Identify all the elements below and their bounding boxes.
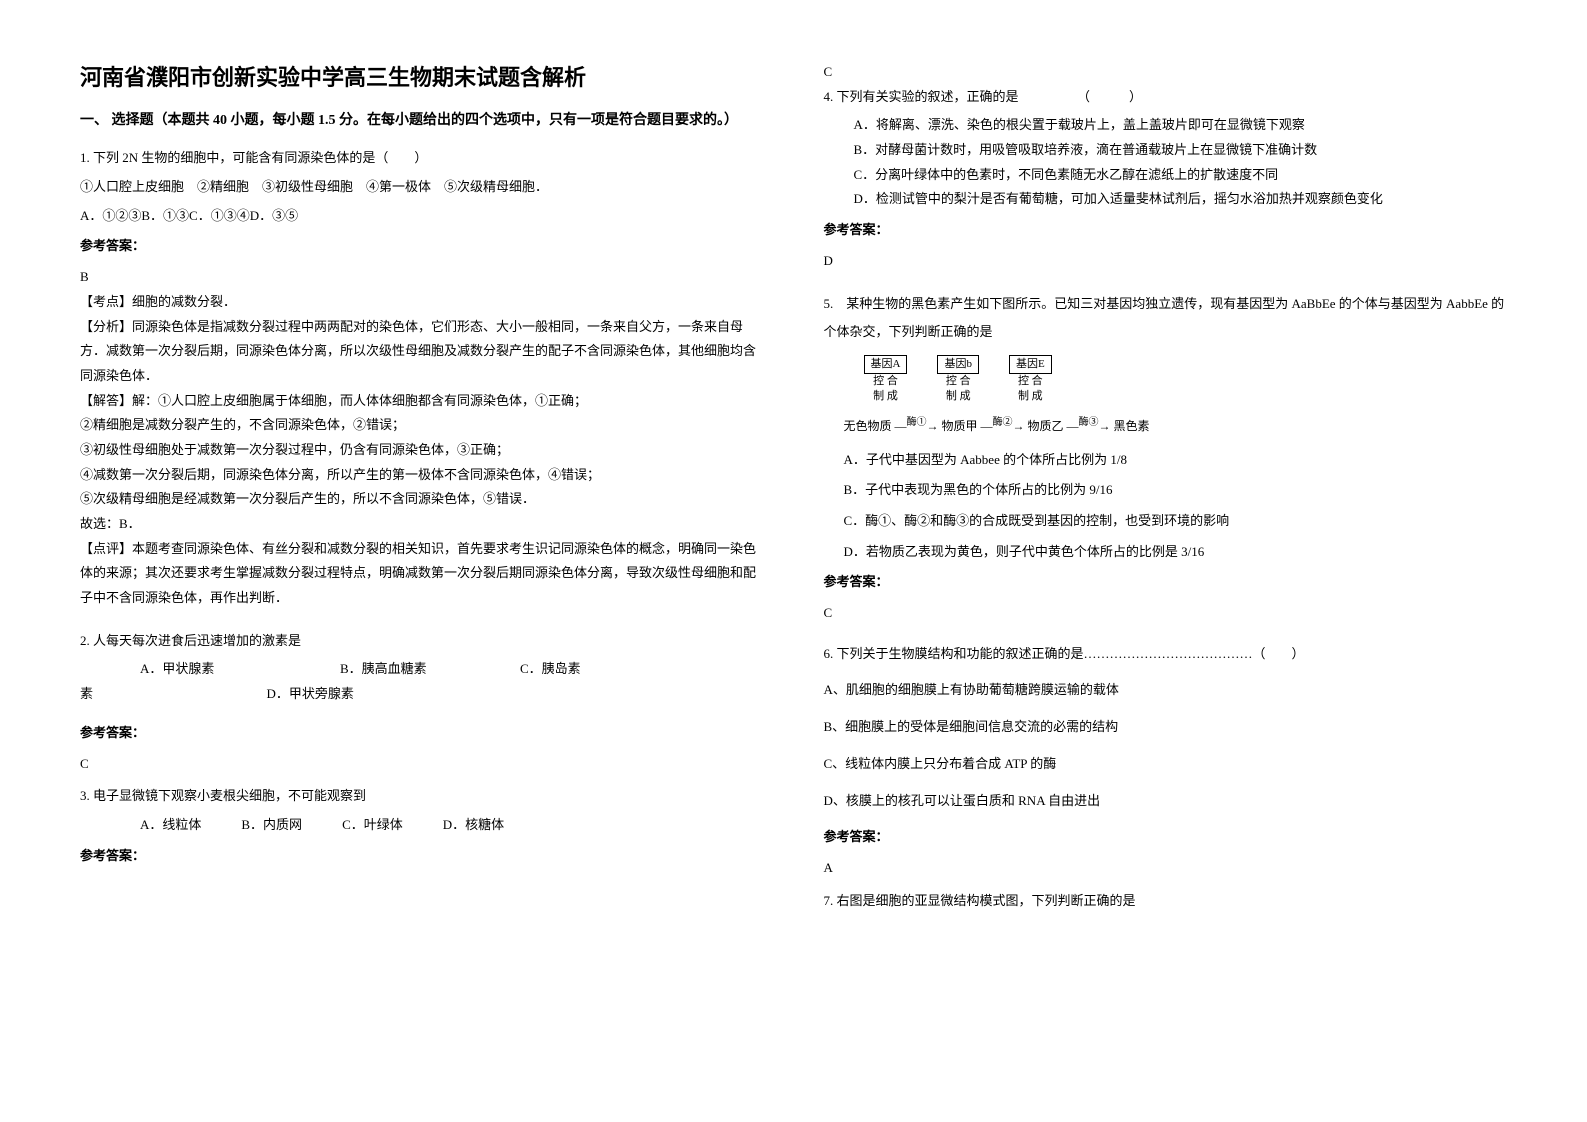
q1-answer: B bbox=[80, 265, 764, 290]
q6-stem: 6. 下列关于生物膜结构和功能的叙述正确的是…………………………………（ ） bbox=[824, 642, 1508, 667]
question-7: 7. 右图是细胞的亚显微结构模式图，下列判断正确的是 bbox=[824, 889, 1508, 918]
gene-E-ctrl1: 控 合 bbox=[1009, 374, 1052, 389]
q3-optA: A．线粒体 bbox=[140, 813, 201, 838]
q1-sol1: 【解答】解：①人口腔上皮细胞属于体细胞，而人体体细胞都含有同源染色体，①正确； bbox=[80, 389, 764, 414]
question-5: 5. 某种生物的黑色素产生如下图所示。已知三对基因均独立遗传，现有基因型为 Aa… bbox=[824, 290, 1508, 634]
page-title: 河南省濮阳市创新实验中学高三生物期末试题含解析 bbox=[80, 60, 764, 92]
q3-answer: C bbox=[824, 60, 1508, 85]
q1-exam: 【考点】细胞的减数分裂． bbox=[80, 290, 764, 315]
q2-optA: A．甲状腺素 bbox=[140, 657, 340, 682]
question-4: 4. 下列有关实验的叙述，正确的是 （ ） A．将解离、漂洗、染色的根尖置于载玻… bbox=[824, 85, 1508, 282]
right-column: C 4. 下列有关实验的叙述，正确的是 （ ） A．将解离、漂洗、染色的根尖置于… bbox=[824, 60, 1508, 1062]
q1-sol3: ③初级性母细胞处于减数第一次分裂过程中，仍含有同源染色体，③正确； bbox=[80, 438, 764, 463]
q6-optC: C、线粒体内膜上只分布着合成 ATP 的酶 bbox=[824, 752, 1508, 777]
q1-sol6: 故选：B． bbox=[80, 512, 764, 537]
enz2-label: 酶② bbox=[993, 417, 1013, 428]
q3-optB: B．内质网 bbox=[241, 813, 302, 838]
answer-label: 参考答案： bbox=[824, 218, 1508, 243]
q1-analysis: 【分析】同源染色体是指减数分裂过程中两两配对的染色体，它们形态、大小一般相同，一… bbox=[80, 315, 764, 389]
gene-E-ctrl2: 制 成 bbox=[1009, 389, 1052, 404]
q3-stem: 3. 电子显微镜下观察小麦根尖细胞，不可能观察到 bbox=[80, 784, 764, 809]
gene-A-ctrl1: 控 合 bbox=[864, 374, 908, 389]
gene-A-box: 基因A 控 合 制 成 bbox=[864, 355, 908, 405]
q6-optD: D、核膜上的核孔可以让蛋白质和 RNA 自由进出 bbox=[824, 789, 1508, 814]
answer-label: 参考答案： bbox=[80, 844, 764, 869]
q4-stem: 4. 下列有关实验的叙述，正确的是 （ ） bbox=[824, 85, 1508, 110]
question-6: 6. 下列关于生物膜结构和功能的叙述正确的是…………………………………（ ） A… bbox=[824, 642, 1508, 881]
chain-end: 黑色素 bbox=[1114, 419, 1150, 433]
mid2: 物质乙 bbox=[1028, 419, 1064, 433]
q2-optD: D．甲状旁腺素 bbox=[267, 686, 354, 701]
q2-stem: 2. 人每天每次进食后迅速增加的激素是 bbox=[80, 629, 764, 654]
gene-A-ctrl2: 制 成 bbox=[864, 389, 908, 404]
question-2: 2. 人每天每次进食后迅速增加的激素是 A．甲状腺素 B．胰高血糖素 C．胰岛素… bbox=[80, 629, 764, 776]
gene-B-box: 基因b 控 合 制 成 bbox=[937, 355, 979, 405]
q1-items: ①人口腔上皮细胞 ②精细胞 ③初级性母细胞 ④第一极体 ⑤次级精母细胞． bbox=[80, 175, 764, 200]
q4-optD: D．检测试管中的梨汁是否有葡萄糖，可加入适量斐林试剂后，摇匀水浴加热并观察颜色变… bbox=[854, 187, 1508, 212]
q4-optC: C．分离叶绿体中的色素时，不同色素随无水乙醇在滤纸上的扩散速度不同 bbox=[854, 163, 1508, 188]
q1-sol4: ④减数第一次分裂后期，同源染色体分离，所以产生的第一极体不含同源染色体，④错误； bbox=[80, 463, 764, 488]
mid1: 物质甲 bbox=[942, 419, 978, 433]
arrow-icon: → bbox=[1099, 419, 1114, 433]
q4-optA: A．将解离、漂洗、染色的根尖置于载玻片上，盖上盖玻片即可在显微镜下观察 bbox=[854, 113, 1508, 138]
arrow-icon: — bbox=[895, 419, 907, 433]
q5-optD: D．若物质乙表现为黄色，则子代中黄色个体所占的比例是 3/16 bbox=[824, 540, 1508, 565]
q4-optB: B．对酵母菌计数时，用吸管吸取培养液，滴在普通载玻片上在显微镜下准确计数 bbox=[854, 138, 1508, 163]
answer-label: 参考答案： bbox=[824, 825, 1508, 850]
q1-comment: 【点评】本题考查同源染色体、有丝分裂和减数分裂的相关知识，首先要求考生识记同源染… bbox=[80, 537, 764, 611]
answer-label: 参考答案： bbox=[80, 234, 764, 259]
enz1-label: 酶① bbox=[907, 417, 927, 428]
question-1: 1. 下列 2N 生物的细胞中，可能含有同源染色体的是（ ） ①人口腔上皮细胞 … bbox=[80, 146, 764, 610]
q6-optA: A、肌细胞的细胞膜上有协助葡萄糖跨膜运输的载体 bbox=[824, 678, 1508, 703]
gene-E-label: 基因E bbox=[1009, 355, 1052, 374]
answer-label: 参考答案： bbox=[80, 721, 764, 746]
q1-sol5: ⑤次级精母细胞是经减数第一次分裂后产生的，所以不含同源染色体，⑤错误． bbox=[80, 487, 764, 512]
q5-optC: C．酶①、酶②和酶③的合成既受到基因的控制，也受到环境的影响 bbox=[824, 509, 1508, 534]
q1-sol2: ②精细胞是减数分裂产生的，不含同源染色体，②错误； bbox=[80, 413, 764, 438]
arrow-icon: — bbox=[1067, 419, 1079, 433]
q3-optC: C．叶绿体 bbox=[342, 813, 403, 838]
enz3-label: 酶③ bbox=[1079, 417, 1099, 428]
q2-answer: C bbox=[80, 752, 764, 777]
q6-optB: B、细胞膜上的受体是细胞间信息交流的必需的结构 bbox=[824, 715, 1508, 740]
left-column: 河南省濮阳市创新实验中学高三生物期末试题含解析 一、 选择题（本题共 40 小题… bbox=[80, 60, 764, 1062]
arrow-icon: — bbox=[981, 419, 993, 433]
reaction-chain: 无色物质 —酶①→ 物质甲 —酶②→ 物质乙 —酶③→ 黑色素 bbox=[844, 413, 1508, 438]
q1-options: A．①②③B．①③C．①③④D．③⑤ bbox=[80, 204, 764, 229]
q5-stem: 5. 某种生物的黑色素产生如下图所示。已知三对基因均独立遗传，现有基因型为 Aa… bbox=[824, 290, 1508, 347]
q2-optC: C．胰岛素 bbox=[520, 657, 581, 682]
q1-stem: 1. 下列 2N 生物的细胞中，可能含有同源染色体的是（ ） bbox=[80, 146, 764, 171]
gene-B-label: 基因b bbox=[937, 355, 979, 374]
answer-label: 参考答案： bbox=[824, 570, 1508, 595]
gene-E-box: 基因E 控 合 制 成 bbox=[1009, 355, 1052, 405]
question-3: 3. 电子显微镜下观察小麦根尖细胞，不可能观察到 A．线粒体 B．内质网 C．叶… bbox=[80, 784, 764, 874]
gene-A-label: 基因A bbox=[864, 355, 908, 374]
q2-optB: B．胰高血糖素 bbox=[340, 657, 520, 682]
gene-B-ctrl2: 制 成 bbox=[937, 389, 979, 404]
arrow-icon: → bbox=[1013, 419, 1028, 433]
gene-diagram: 基因A 控 合 制 成 基因b 控 合 制 成 基因E 控 合 制 成 bbox=[864, 355, 1508, 405]
arrow-icon: → bbox=[927, 419, 942, 433]
q5-optA: A．子代中基因型为 Aabbee 的个体所占比例为 1/8 bbox=[824, 448, 1508, 473]
q5-answer: C bbox=[824, 601, 1508, 626]
q7-stem: 7. 右图是细胞的亚显微结构模式图，下列判断正确的是 bbox=[824, 889, 1508, 914]
q3-optD: D．核糖体 bbox=[443, 813, 504, 838]
q5-optB: B．子代中表现为黑色的个体所占的比例为 9/16 bbox=[824, 478, 1508, 503]
q6-answer: A bbox=[824, 856, 1508, 881]
chain-start: 无色物质 bbox=[844, 419, 892, 433]
gene-B-ctrl1: 控 合 bbox=[937, 374, 979, 389]
q4-answer: D bbox=[824, 249, 1508, 274]
section-header: 一、 选择题（本题共 40 小题，每小题 1.5 分。在每小题给出的四个选项中，… bbox=[80, 110, 764, 132]
